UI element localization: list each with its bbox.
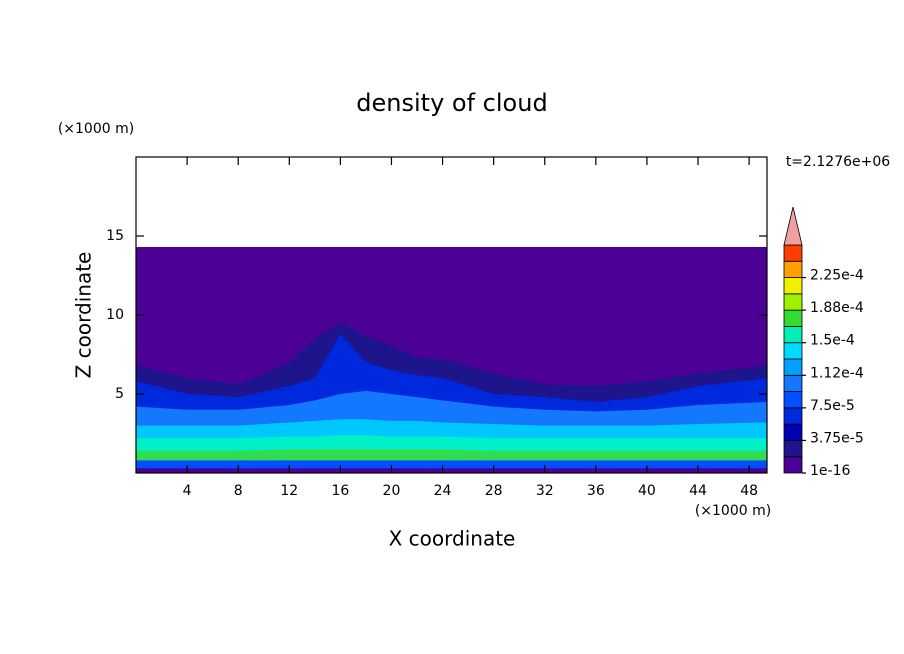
colorbar-band	[783, 440, 803, 458]
colorbar-band	[783, 423, 803, 441]
x-tick-label: 36	[587, 483, 605, 499]
x-unit: (×1000 m)	[695, 503, 771, 519]
colorbar-band	[783, 358, 803, 376]
colorbar-tick-label: 1.5e-4	[810, 333, 855, 349]
colorbar-band	[783, 407, 803, 425]
colorbar-band	[783, 342, 803, 360]
colorbar-tick-label: 1.12e-4	[810, 365, 864, 381]
colorbar-band	[783, 277, 803, 295]
chart-title: density of cloud	[356, 89, 547, 117]
y-tick-label: 10	[106, 307, 124, 323]
colorbar-band	[783, 374, 803, 392]
x-tick-label: 4	[183, 483, 192, 499]
x-tick-label: 32	[536, 483, 554, 499]
colorbar-band	[783, 456, 803, 474]
x-tick-label: 44	[689, 483, 707, 499]
y-tick-label: 15	[106, 228, 124, 244]
x-axis-label: X coordinate	[389, 527, 516, 551]
colorbar-band	[783, 260, 803, 278]
x-tick-label: 20	[383, 483, 401, 499]
colorbar-band	[783, 309, 803, 327]
colorbar-band	[783, 244, 803, 262]
y-axis-label: Z coordinate	[72, 252, 96, 379]
colorbar-tick-label: 1e-16	[810, 463, 850, 479]
colorbar-band	[783, 391, 803, 409]
colorbar-extension	[783, 206, 803, 246]
colorbar-tick-label: 3.75e-5	[810, 430, 864, 446]
x-tick-label: 28	[485, 483, 503, 499]
colorbar-band	[783, 293, 803, 311]
colorbar-tick-label: 7.5e-5	[810, 398, 855, 414]
x-tick-label: 40	[638, 483, 656, 499]
x-tick-label: 16	[331, 483, 349, 499]
x-tick-label: 48	[740, 483, 758, 499]
y-unit: (×1000 m)	[58, 121, 134, 137]
contour-band	[136, 468, 767, 473]
x-tick-label: 12	[280, 483, 298, 499]
colorbar-tick-label: 2.25e-4	[810, 268, 864, 284]
colorbar-tick-label: 1.88e-4	[810, 300, 864, 316]
x-tick-label: 24	[434, 483, 452, 499]
x-tick-label: 8	[234, 483, 243, 499]
y-tick-label: 5	[115, 386, 124, 402]
colorbar-band	[783, 326, 803, 344]
time-annotation: t=2.1276e+06	[786, 154, 890, 170]
